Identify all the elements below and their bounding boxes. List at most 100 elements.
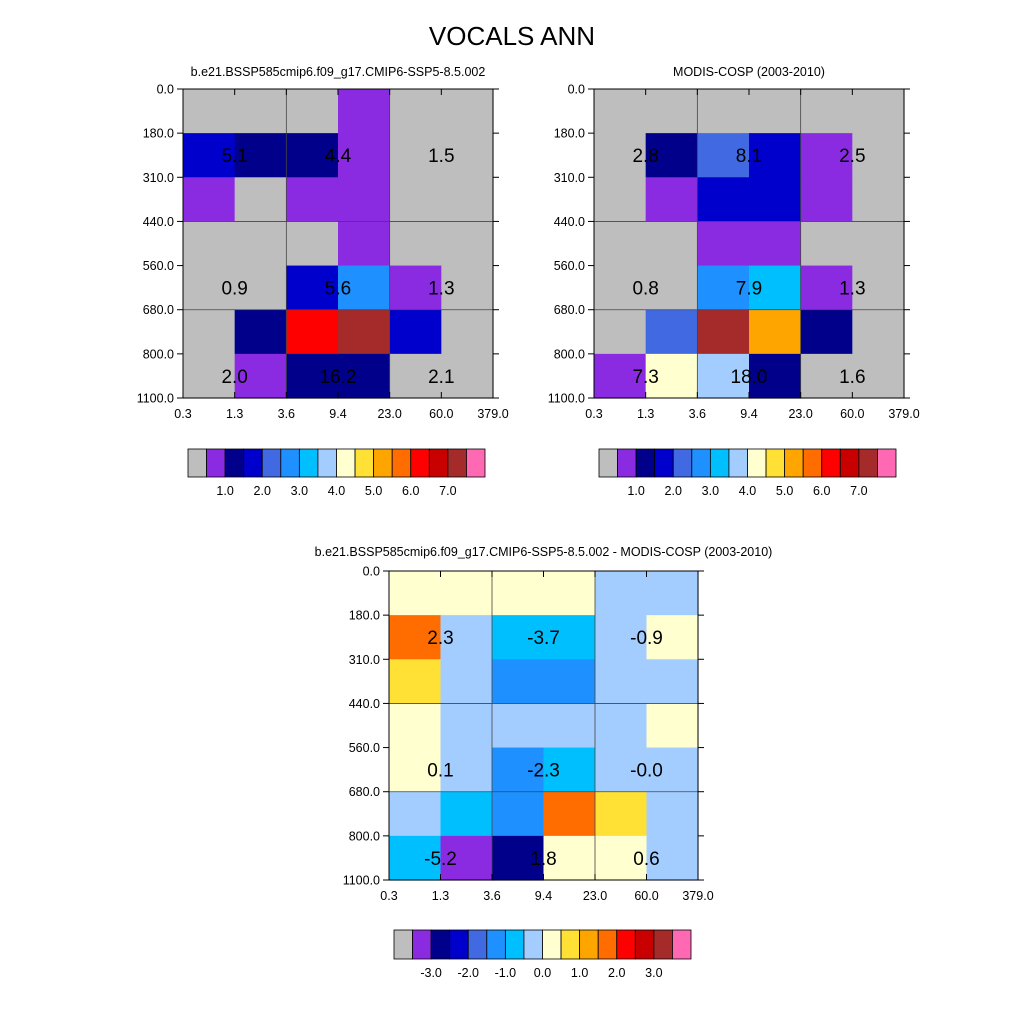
heatmap-cell (389, 177, 442, 223)
colorbar-swatch (653, 929, 673, 960)
colorbar-label: 0.0 (534, 966, 551, 980)
heatmap-cell (800, 89, 853, 134)
heatmap-cell (389, 133, 442, 178)
value-label: 8.1 (736, 146, 762, 167)
heatmap-cell (389, 571, 442, 616)
value-label: 16.2 (320, 367, 357, 388)
x-tick-label: 60.0 (429, 407, 453, 421)
heatmap-cell (338, 309, 391, 355)
heatmap-cell (594, 177, 647, 223)
value-label: 1.8 (530, 849, 556, 870)
heatmap-cell (389, 835, 442, 881)
heatmap-cell (183, 177, 236, 223)
heatmap-cell (595, 791, 648, 837)
heatmap-cell (234, 177, 287, 223)
heatmap-cell (234, 89, 287, 134)
colorbar-label: 1.0 (627, 484, 644, 498)
heatmap-cell (646, 659, 699, 705)
heatmap-cell (440, 791, 493, 837)
heatmap-cell (183, 221, 236, 267)
x-tick-label: 3.6 (483, 889, 500, 903)
x-tick-label: 9.4 (329, 407, 346, 421)
colorbar-swatch (412, 929, 432, 960)
heatmap-cell (595, 571, 648, 616)
x-tick-label: 23.0 (788, 407, 812, 421)
heatmap-cell (749, 353, 802, 399)
colorbar-swatch (391, 448, 412, 478)
colorbar-swatch (579, 929, 599, 960)
panel-3: b.e21.BSSP585cmip6.f09_g17.CMIP6-SSP5-8.… (315, 545, 773, 980)
heatmap-cell (183, 265, 236, 311)
y-tick-label: 310.0 (554, 171, 585, 185)
value-label: 18.0 (731, 367, 768, 388)
value-label: 2.3 (427, 628, 453, 649)
x-tick-label: 0.3 (380, 889, 397, 903)
heatmap-cell (338, 133, 391, 178)
heatmap-cell (389, 309, 442, 355)
colorbar-swatch (466, 448, 486, 478)
colorbar-label: 7.0 (850, 484, 867, 498)
heatmap-cell (800, 309, 853, 355)
heatmap-cell (852, 353, 905, 399)
heatmap-cell (389, 89, 442, 134)
value-label: 1.3 (839, 279, 865, 300)
heatmap-cell (852, 265, 905, 311)
heatmap-cell (492, 571, 545, 616)
heatmap-cell (645, 221, 698, 267)
value-label: 7.3 (632, 367, 658, 388)
heatmap-cell (286, 133, 339, 178)
colorbar-swatch (672, 448, 693, 478)
colorbar-swatch (410, 448, 430, 478)
heatmap-cell (645, 133, 698, 178)
heatmap-cell (595, 615, 648, 660)
y-tick-label: 180.0 (554, 127, 585, 141)
heatmap-cell (749, 89, 802, 134)
colorbar-swatch (709, 448, 730, 478)
heatmap-cell (440, 703, 493, 749)
colorbar-label: 6.0 (813, 484, 830, 498)
colorbar-swatch (839, 448, 860, 478)
colorbar-swatch (261, 448, 282, 478)
heatmap-cell (441, 265, 494, 311)
colorbar-swatch (373, 448, 393, 478)
heatmap-cell (543, 659, 596, 705)
panel-title: b.e21.BSSP585cmip6.f09_g17.CMIP6-SSP5-8.… (191, 65, 486, 79)
heatmap-cell (543, 615, 596, 660)
heatmap-cell (441, 353, 494, 399)
y-tick-label: 310.0 (143, 171, 174, 185)
heatmap-cell (441, 133, 494, 178)
x-tick-label: 1.3 (226, 407, 243, 421)
panel-1: b.e21.BSSP585cmip6.f09_g17.CMIP6-SSP5-8.… (137, 65, 509, 498)
heatmap-cell (645, 309, 698, 355)
x-tick-label: 3.6 (689, 407, 706, 421)
heatmap-cell (183, 309, 236, 355)
x-tick-label: 9.4 (740, 407, 757, 421)
colorbar-swatch (728, 448, 748, 478)
heatmap-cell (286, 89, 339, 134)
colorbar-swatch (206, 448, 226, 478)
heatmap-cell (338, 265, 391, 311)
heatmap-cell (852, 221, 905, 267)
heatmap-cell (749, 133, 802, 178)
colorbar-swatch (542, 929, 562, 960)
heatmap-cell (234, 353, 287, 399)
heatmap-cell (441, 309, 494, 355)
heatmap-cell (286, 353, 339, 399)
heatmap-cell (441, 89, 494, 134)
heatmap-cell (749, 309, 802, 355)
y-tick-label: 180.0 (349, 609, 380, 623)
colorbar-swatch (393, 929, 413, 960)
colorbar-swatch (784, 448, 804, 478)
x-tick-label: 1.3 (432, 889, 449, 903)
x-tick-label: 379.0 (888, 407, 919, 421)
colorbar-swatch (597, 929, 618, 960)
x-tick-label: 60.0 (634, 889, 658, 903)
heatmap-cell (441, 177, 494, 223)
heatmap-cell (440, 571, 493, 616)
heatmap-cell (440, 615, 493, 660)
heatmap-cell (440, 747, 493, 793)
heatmap-cell (389, 265, 442, 311)
colorbar-swatch (635, 448, 656, 478)
colorbar-swatch (336, 448, 356, 478)
